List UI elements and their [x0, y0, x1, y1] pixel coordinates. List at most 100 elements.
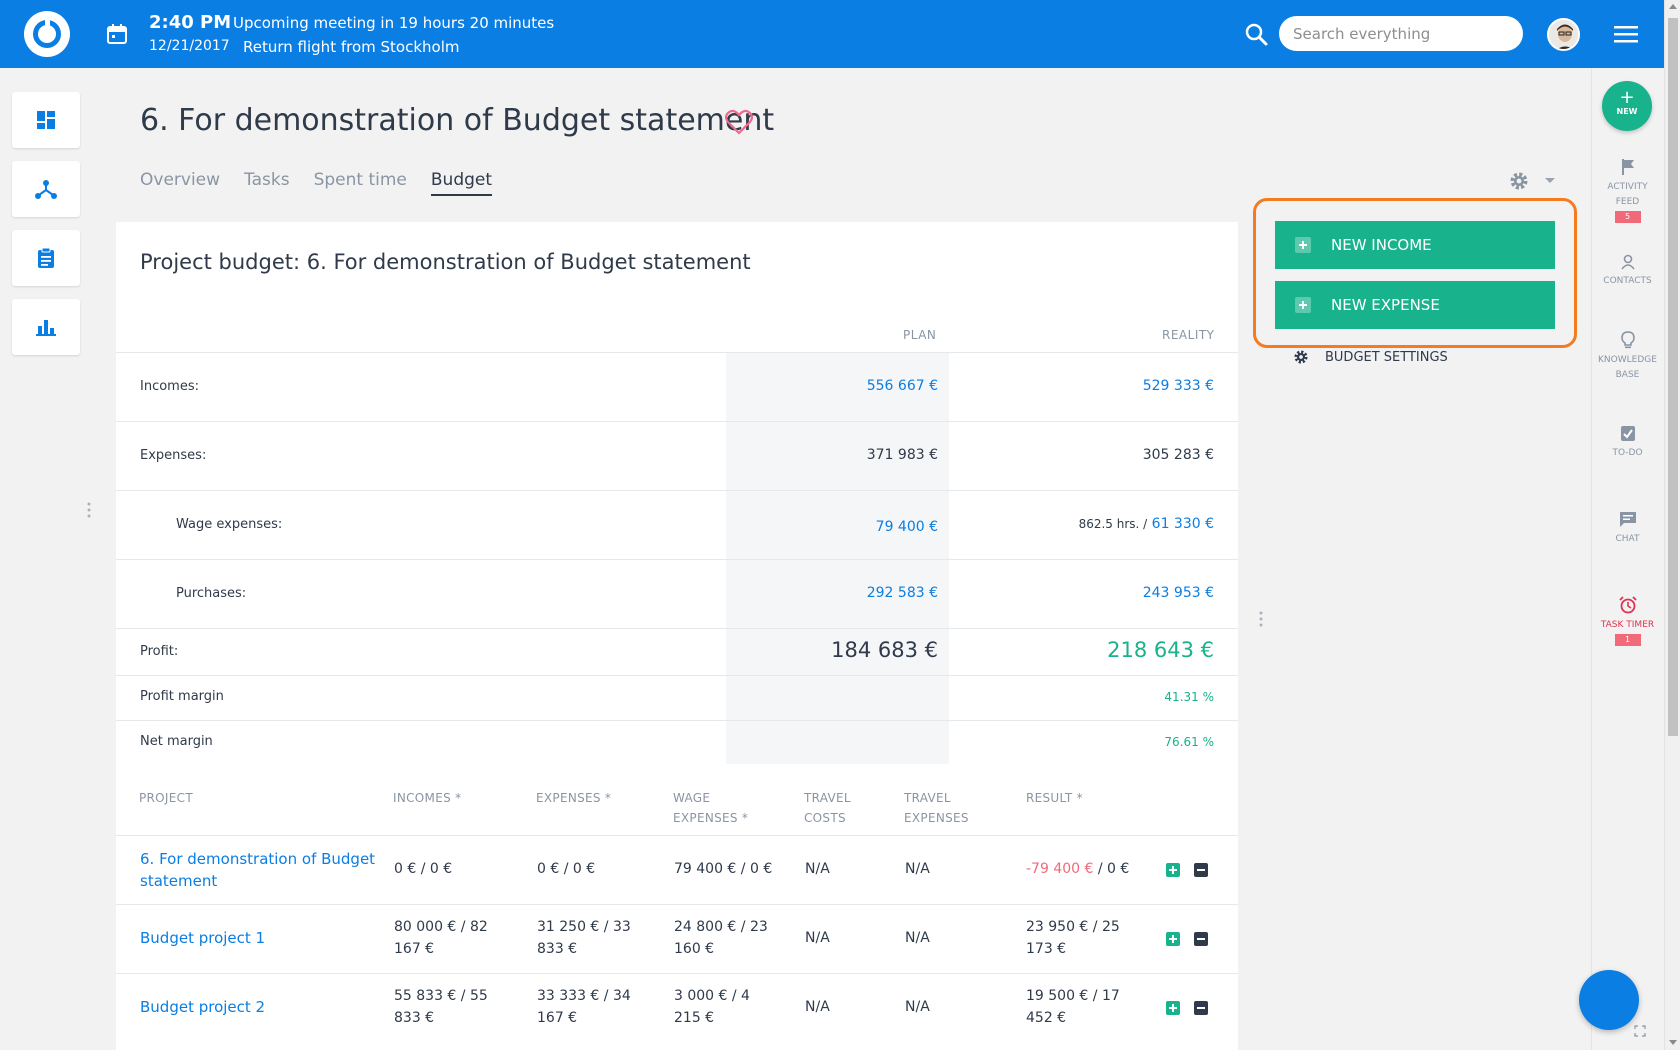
profit-margin-value: 41.31 % [1164, 690, 1214, 704]
upcoming-meeting-notice[interactable]: Upcoming meeting in 19 hours 20 minutes [233, 14, 555, 32]
incomes-cell: 0 € / 0 € [394, 861, 453, 877]
collapse-minus-button[interactable] [1194, 863, 1208, 877]
expand-icon[interactable] [1634, 1025, 1646, 1037]
profit-margin-label: Profit margin [140, 689, 224, 704]
purchases-reality-value[interactable]: 243 953 € [1142, 585, 1214, 601]
sidebar-item-contacts[interactable]: CONTACTS [1591, 254, 1664, 289]
scrollbar-thumb[interactable] [1668, 18, 1678, 736]
expenses-row: Expenses: 371 983 € 305 283 € [116, 421, 1238, 490]
project-hierarchy-icon [35, 180, 57, 199]
result-cell: 23 950 € / 25 173 € [1026, 919, 1120, 957]
upcoming-event-notice[interactable]: Return flight from Stockholm [243, 38, 460, 56]
settings-dropdown-caret-icon[interactable] [1545, 178, 1555, 183]
profit-row: Profit: 184 683 € 218 643 € [116, 628, 1238, 675]
project-link[interactable]: Budget project 1 [140, 929, 266, 947]
table-row: Budget project 1 80 000 € / 82 167 € 31 2… [116, 904, 1238, 973]
nav-projects-button[interactable] [12, 161, 80, 217]
th-result: RESULT * [1026, 791, 1083, 805]
hamburger-menu-icon[interactable] [1614, 25, 1638, 43]
chat-bubble-icon [1619, 512, 1636, 527]
favorite-heart-icon[interactable] [725, 109, 753, 135]
right-resize-handle-icon[interactable] [1259, 611, 1263, 627]
sidebar-item-chat[interactable]: CHAT [1591, 510, 1664, 547]
expand-plus-button[interactable] [1166, 863, 1180, 877]
highlight-annotation [1253, 198, 1577, 348]
tab-budget[interactable]: Budget [430, 170, 493, 196]
checklist-icon [1620, 426, 1635, 441]
plus-square-icon [1295, 237, 1311, 253]
tab-tasks[interactable]: Tasks [244, 170, 290, 190]
right-sidebar [1591, 68, 1664, 1050]
new-expense-label: NEW EXPENSE [1331, 296, 1440, 314]
project-link[interactable]: Budget project 2 [140, 998, 266, 1016]
expenses-label: Expenses: [140, 448, 207, 463]
budget-settings-link[interactable]: BUDGET SETTINGS [1293, 349, 1448, 365]
result-cell: -79 400 € / 0 € [1026, 861, 1130, 877]
incomes-label: Incomes: [140, 379, 199, 394]
scroll-up-arrow-icon[interactable] [1669, 4, 1677, 9]
wage-plan-value[interactable]: 79 400 € [875, 519, 938, 535]
th-travel-costs: TRAVEL COSTS [804, 791, 851, 825]
reality-column-header: REALITY [1162, 328, 1215, 342]
avatar[interactable] [1547, 18, 1580, 51]
nav-reports-button[interactable] [12, 299, 80, 355]
search-icon[interactable] [1244, 22, 1268, 46]
tab-overview[interactable]: Overview [140, 170, 221, 190]
incomes-plan-value[interactable]: 556 667 € [866, 378, 938, 394]
new-button[interactable]: + NEW [1602, 81, 1652, 131]
th-project: PROJECT [139, 791, 193, 805]
collapse-minus-button[interactable] [1194, 1001, 1208, 1015]
table-row: Budget project 2 55 833 € / 55 833 € 33 3… [116, 973, 1238, 1042]
profit-margin-row: Profit margin 41.31 % [116, 675, 1238, 720]
wage-cell: 3 000 € / 4 215 € [674, 988, 750, 1026]
travel-costs-cell: N/A [805, 999, 830, 1015]
search-input[interactable] [1279, 16, 1523, 51]
person-icon [1620, 254, 1635, 270]
new-expense-button[interactable]: NEW EXPENSE [1275, 281, 1555, 329]
scroll-down-arrow-icon[interactable] [1669, 1040, 1677, 1045]
project-link[interactable]: 6. For demonstration of Budget statement [140, 850, 376, 890]
sidebar-item-task-timer[interactable]: TASK TIMER 1 [1591, 596, 1664, 648]
nav-tasks-button[interactable] [12, 230, 80, 286]
settings-gear-icon[interactable] [1508, 170, 1530, 192]
gear-icon [1294, 350, 1308, 364]
clipboard-icon [38, 247, 54, 268]
nav-dashboard-button[interactable] [12, 92, 80, 148]
sidebar-item-todo[interactable]: TO-DO [1591, 424, 1664, 461]
lightbulb-icon [1620, 331, 1635, 349]
incomes-reality-value[interactable]: 529 333 € [1142, 378, 1214, 394]
table-row: 6. For demonstration of Budget statement… [116, 835, 1238, 904]
task-timer-count-badge: 1 [1614, 634, 1641, 646]
tab-spent-time[interactable]: Spent time [313, 170, 407, 190]
chat-floating-button[interactable] [1579, 970, 1639, 1030]
top-bar: 2:40 PM 12/21/2017 Upcoming meeting in 1… [0, 0, 1664, 68]
purchases-plan-value[interactable]: 292 583 € [866, 585, 938, 601]
user-avatar-icon [1549, 20, 1578, 49]
plus-square-icon [1295, 297, 1311, 313]
app-logo[interactable] [24, 11, 70, 57]
wage-reality-amount[interactable]: 61 330 € [1151, 516, 1214, 532]
bar-chart-icon [36, 320, 56, 336]
new-income-button[interactable]: NEW INCOME [1275, 221, 1555, 269]
sidebar-item-knowledge-base[interactable]: KNOWLEDGE BASE [1591, 331, 1664, 383]
expand-plus-button[interactable] [1166, 932, 1180, 946]
travel-expenses-cell: N/A [905, 999, 930, 1015]
sidebar-item-activity-feed[interactable]: ACTIVITY FEED 5 [1591, 158, 1664, 225]
left-resize-handle-icon[interactable] [87, 502, 91, 518]
page-title: 6. For demonstration of Budget statement [140, 103, 775, 138]
net-margin-value: 76.61 % [1164, 735, 1214, 749]
travel-costs-cell: N/A [805, 861, 830, 877]
purchases-label: Purchases: [176, 586, 247, 601]
collapse-minus-button[interactable] [1194, 932, 1208, 946]
calendar-icon[interactable] [106, 23, 128, 45]
budget-card-title: Project budget: 6. For demonstration of … [140, 250, 751, 274]
plan-column-header: PLAN [903, 328, 937, 342]
page-scrollbar[interactable] [1664, 0, 1680, 1050]
plus-icon: + [1619, 87, 1635, 108]
wage-reality-value: 862.5 hrs. / 61 330 € [1079, 516, 1214, 532]
new-button-label: NEW [1616, 107, 1638, 116]
th-wage-expenses: WAGE EXPENSES * [673, 791, 749, 825]
expand-plus-button[interactable] [1166, 1001, 1180, 1015]
net-margin-label: Net margin [140, 734, 213, 749]
expenses-cell: 33 333 € / 34 167 € [537, 988, 631, 1026]
